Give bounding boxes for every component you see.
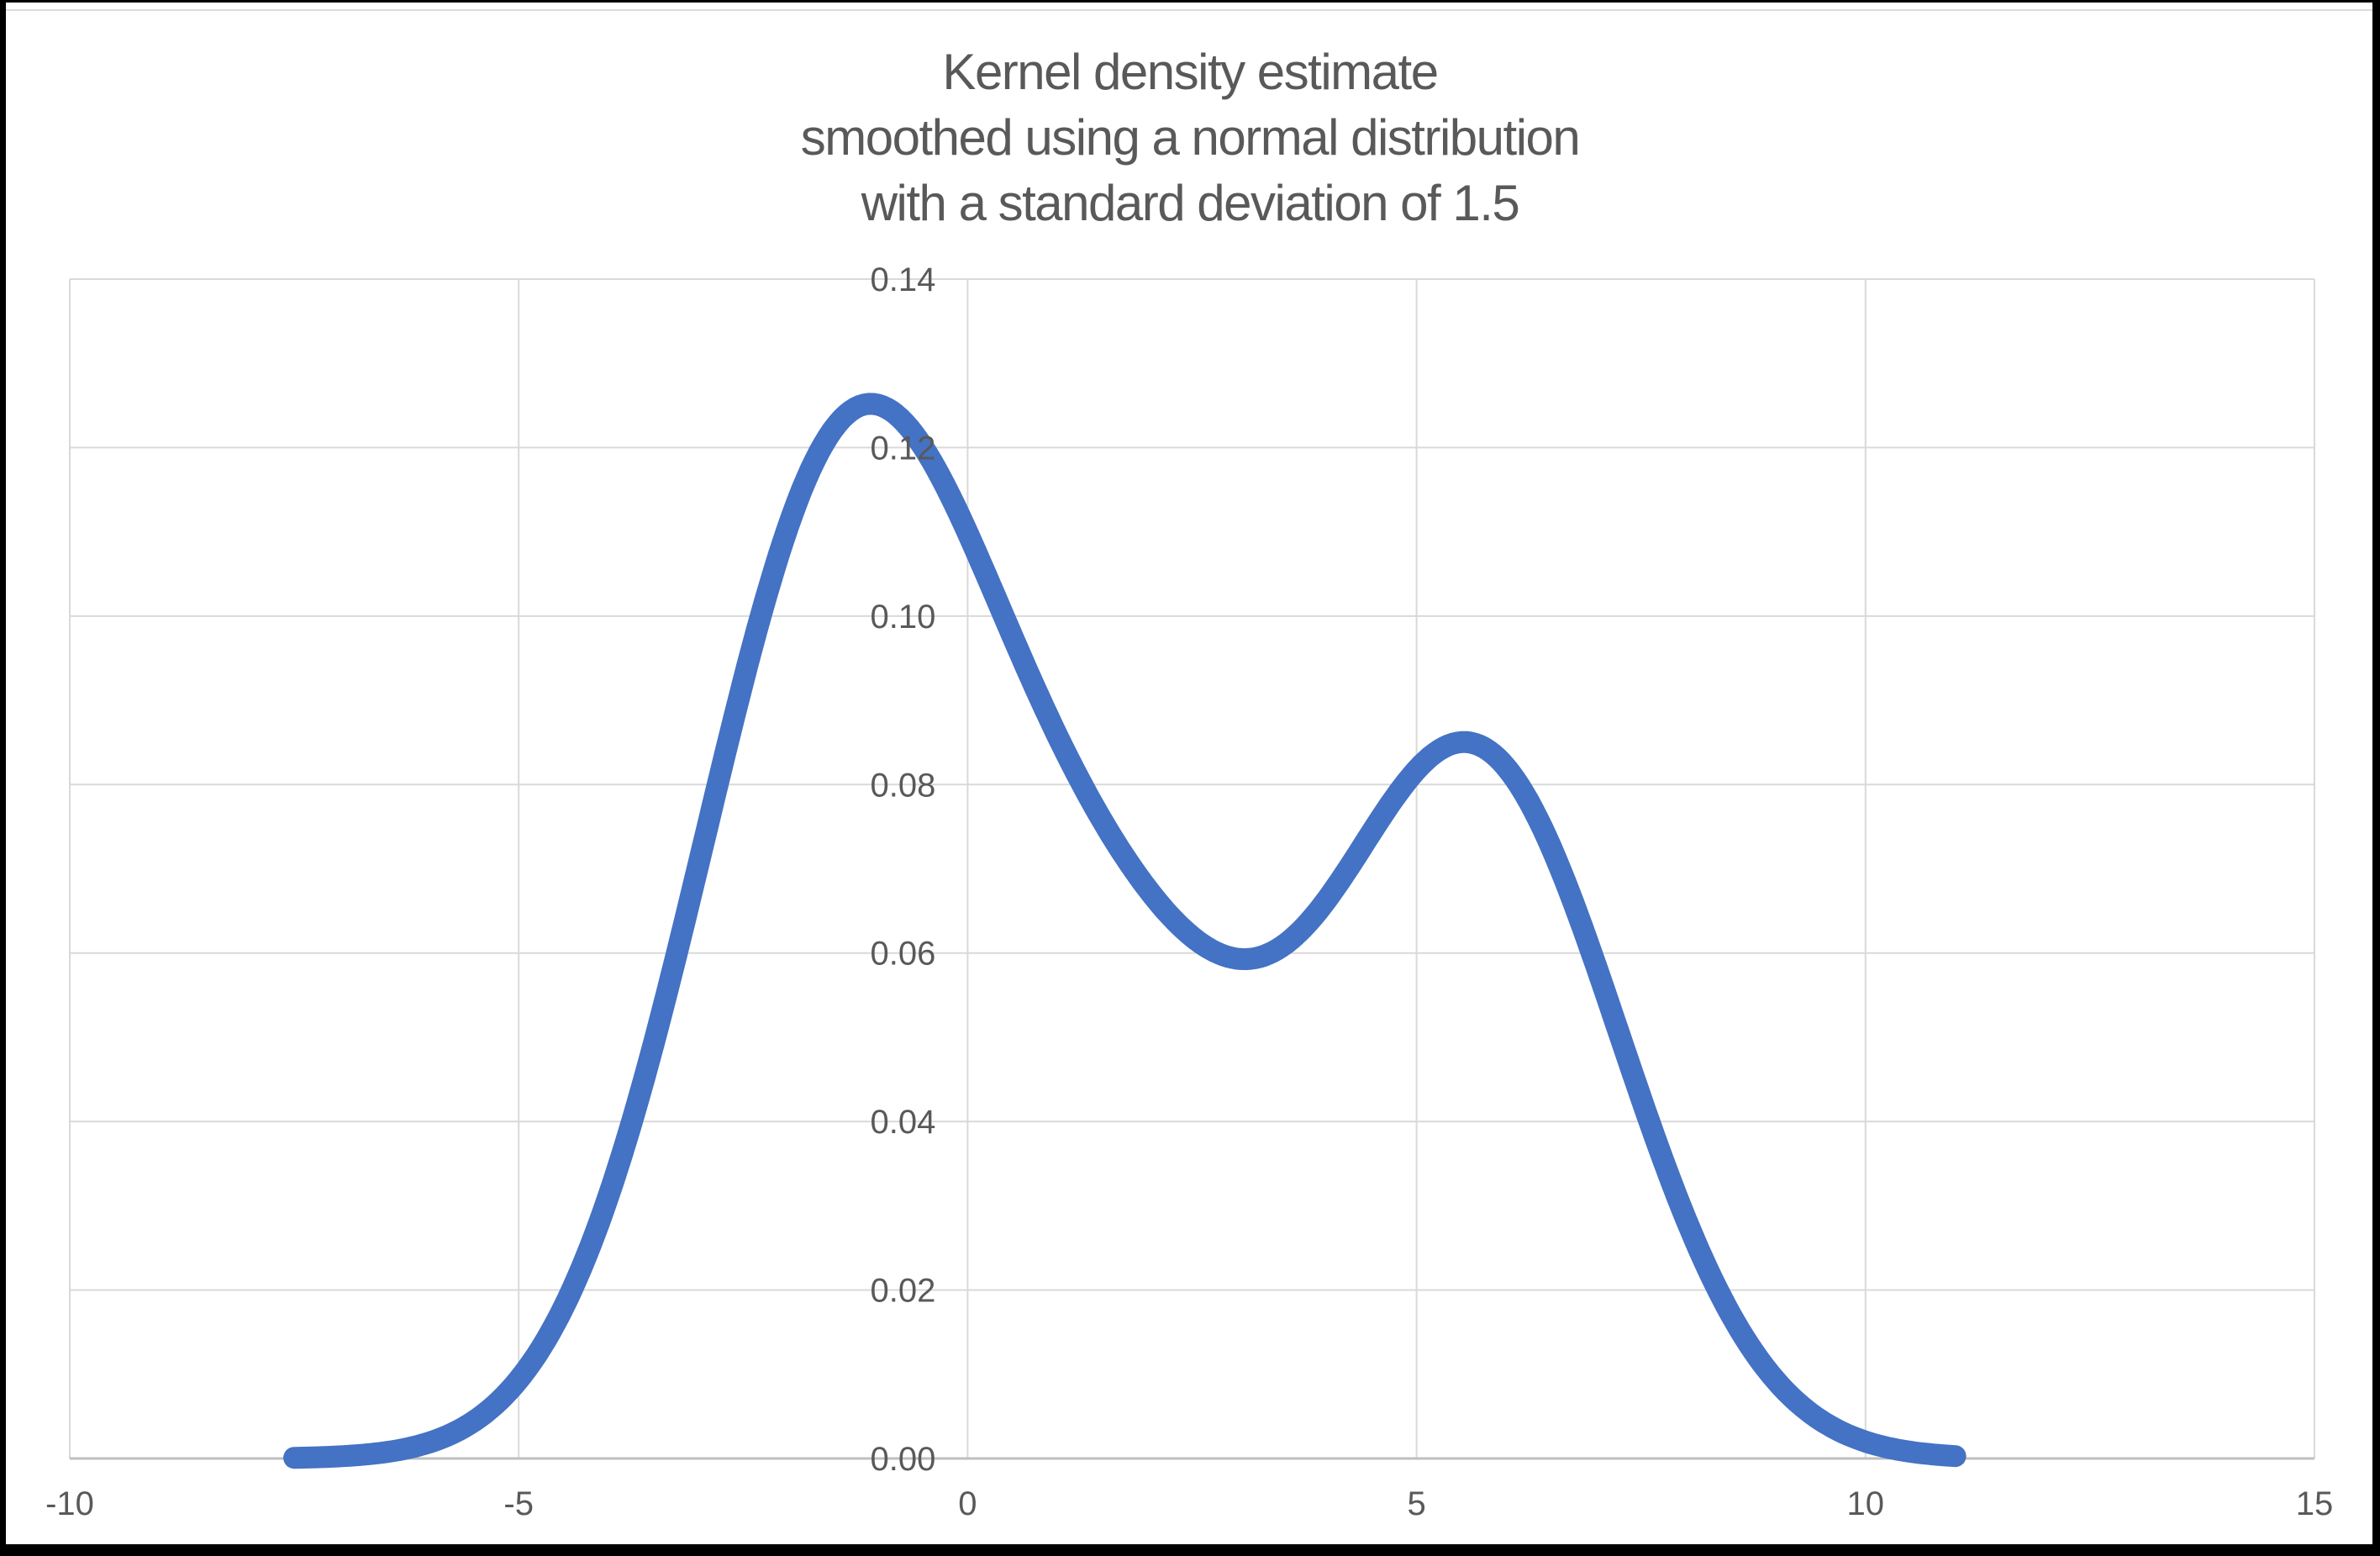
x-tick-label-15: 15 bbox=[2296, 1485, 2334, 1522]
frame-top bbox=[0, 0, 2380, 3]
x-axis-tick-labels: -10 -5 0 5 10 15 bbox=[45, 1485, 2333, 1522]
x-tick-label--5: -5 bbox=[503, 1485, 534, 1522]
y-tick-label-0.06: 0.06 bbox=[871, 936, 936, 973]
y-tick-label-0.00: 0.00 bbox=[871, 1441, 936, 1478]
frame-bottom bbox=[0, 1544, 2380, 1556]
y-tick-label-0.14: 0.14 bbox=[871, 261, 936, 298]
chart-title: Kernel density estimate smoothed using a… bbox=[801, 44, 1581, 231]
y-tick-label-0.08: 0.08 bbox=[871, 767, 936, 804]
chart-title-line-2: smoothed using a normal distribution bbox=[801, 109, 1580, 166]
x-tick-label-10: 10 bbox=[1847, 1485, 1885, 1522]
chart-title-line-1: Kernel density estimate bbox=[942, 44, 1437, 100]
y-tick-label-0.02: 0.02 bbox=[871, 1273, 936, 1310]
y-axis-tick-labels: 0.00 0.02 0.04 0.06 0.08 0.10 0.12 0.14 bbox=[871, 261, 936, 1478]
kde-curve bbox=[283, 393, 1967, 1469]
y-tick-label-0.04: 0.04 bbox=[871, 1104, 936, 1141]
frame-right bbox=[2372, 0, 2380, 1556]
frame-left bbox=[0, 0, 6, 1556]
inner-top-hairline bbox=[6, 9, 2372, 11]
chart-title-line-3: with a standard deviation of 1.5 bbox=[861, 175, 1519, 231]
plot-gridlines bbox=[69, 278, 2315, 1460]
x-tick-label-0: 0 bbox=[958, 1485, 977, 1522]
x-tick-label--10: -10 bbox=[45, 1485, 94, 1522]
y-tick-label-0.10: 0.10 bbox=[871, 599, 936, 636]
x-tick-label-5: 5 bbox=[1407, 1485, 1425, 1522]
y-tick-label-0.12: 0.12 bbox=[871, 430, 936, 467]
